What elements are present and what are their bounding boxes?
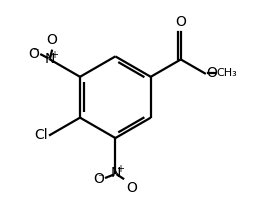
Text: O: O bbox=[206, 66, 217, 80]
Text: ⁻: ⁻ bbox=[33, 46, 39, 59]
Text: Cl: Cl bbox=[34, 128, 48, 142]
Text: ⁻: ⁻ bbox=[97, 172, 103, 185]
Text: N: N bbox=[45, 52, 55, 67]
Text: O: O bbox=[93, 172, 104, 186]
Text: N: N bbox=[110, 166, 120, 180]
Text: +: + bbox=[116, 164, 124, 174]
Text: CH₃: CH₃ bbox=[216, 68, 237, 78]
Text: O: O bbox=[126, 181, 137, 195]
Text: O: O bbox=[175, 15, 186, 29]
Text: O: O bbox=[28, 47, 39, 61]
Text: O: O bbox=[46, 33, 57, 47]
Text: +: + bbox=[50, 50, 58, 60]
